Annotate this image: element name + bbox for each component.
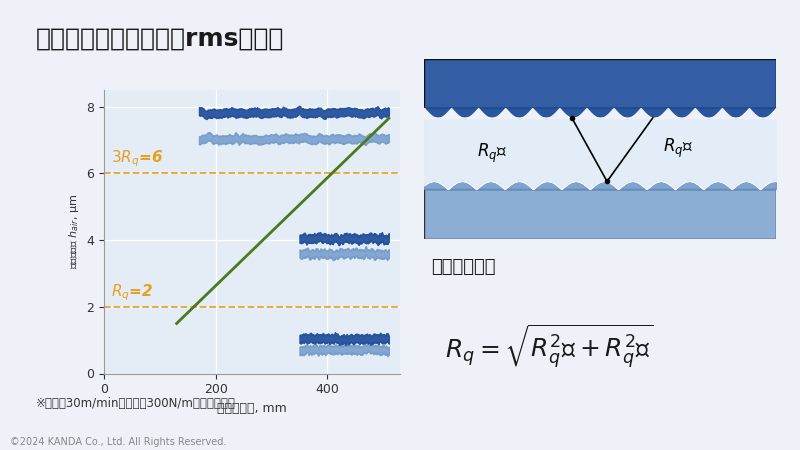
Text: $R_q$表: $R_q$表: [477, 141, 507, 165]
FancyBboxPatch shape: [424, 58, 776, 108]
Text: 合成自乗平均平方根（rms）粗さ: 合成自乗平均平方根（rms）粗さ: [36, 26, 284, 50]
Y-axis label: 空気層厚み $h_{air}$, μm: 空気層厚み $h_{air}$, μm: [66, 194, 81, 270]
Text: $3R_q$=6: $3R_q$=6: [110, 149, 163, 169]
Text: $R_q$=2: $R_q$=2: [110, 282, 153, 303]
FancyBboxPatch shape: [424, 189, 776, 239]
Text: $R_q = \sqrt{R_{q}^2\mathrm{表} + R_{q}^2\mathrm{裏}}$: $R_q = \sqrt{R_{q}^2\mathrm{表} + R_{q}^2…: [445, 323, 654, 371]
Text: $R_q$裏: $R_q$裏: [663, 137, 694, 160]
X-axis label: ロール直径, mm: ロール直径, mm: [217, 402, 287, 415]
Text: ※速度＝30m/min、張力＝300N/m、ニップなし: ※速度＝30m/min、張力＝300N/m、ニップなし: [36, 397, 236, 410]
Text: 接触判定指標: 接触判定指標: [431, 258, 495, 276]
Text: ©2024 KANDA Co., Ltd. All Rights Reserved.: ©2024 KANDA Co., Ltd. All Rights Reserve…: [10, 436, 226, 446]
